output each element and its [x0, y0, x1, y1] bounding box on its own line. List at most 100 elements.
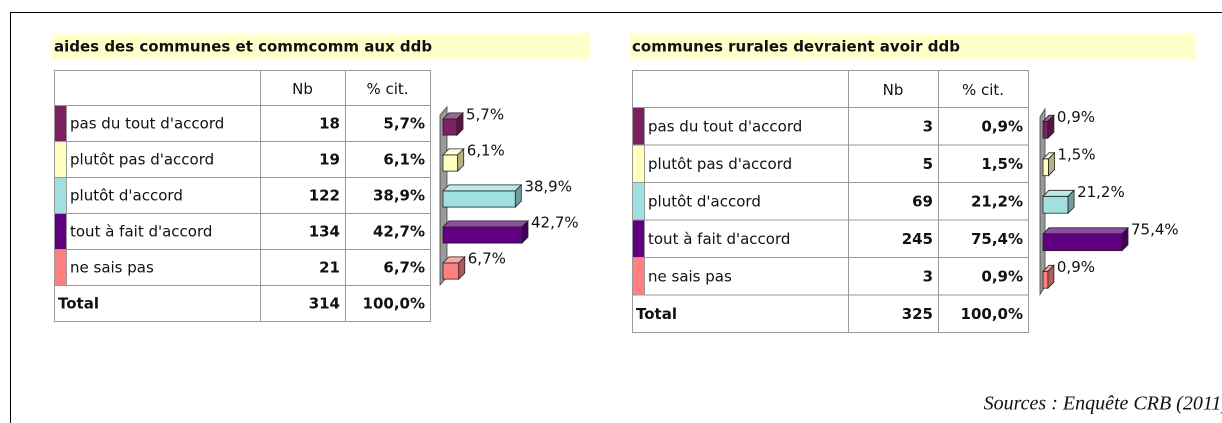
- bar-front: [442, 190, 516, 208]
- row-count: 3: [923, 117, 933, 135]
- row-count: 134: [309, 223, 340, 241]
- row-count: 21: [319, 259, 340, 277]
- bar-label: 6,7%: [468, 249, 506, 267]
- bar: [1042, 264, 1055, 290]
- total-label: Total: [58, 295, 99, 313]
- row-percent: 42,7%: [373, 223, 425, 241]
- bar-top: [442, 220, 529, 228]
- row-swatch: [55, 250, 66, 285]
- row-count: 245: [902, 230, 933, 248]
- column-header: % cit.: [366, 80, 408, 98]
- row-label: ne sais pas: [70, 259, 154, 277]
- row-label: tout à fait d'accord: [648, 230, 790, 248]
- bar-side: [1067, 189, 1075, 215]
- bar-label: 0,9%: [1057, 258, 1095, 276]
- row-count: 18: [319, 115, 340, 133]
- panel-title: communes rurales devraient avoir ddb: [632, 38, 960, 56]
- bar: [442, 147, 465, 173]
- bar: [1042, 226, 1129, 252]
- bar-front: [1042, 233, 1123, 252]
- row-label: plutôt pas d'accord: [648, 155, 792, 173]
- row-label: ne sais pas: [648, 267, 732, 285]
- row-percent: 6,1%: [383, 151, 425, 169]
- row-count: 122: [309, 187, 340, 205]
- bar-label: 21,2%: [1077, 183, 1125, 201]
- row-percent: 6,7%: [383, 259, 425, 277]
- source: Sources : Enquête CRB (2011): [984, 393, 1222, 415]
- row-percent: 1,5%: [981, 155, 1023, 173]
- table: [632, 70, 1029, 333]
- row-percent: 0,9%: [981, 267, 1023, 285]
- bar-side: [1047, 264, 1055, 290]
- bar-label: 38,9%: [524, 177, 572, 195]
- column-header: Nb: [883, 81, 904, 99]
- bar-side: [514, 183, 522, 209]
- bar-front: [442, 262, 460, 280]
- bar-front: [442, 154, 459, 172]
- bar-front: [1042, 120, 1049, 139]
- row-percent: 75,4%: [971, 230, 1023, 248]
- total-label: Total: [636, 305, 677, 323]
- bar-label: 1,5%: [1057, 145, 1095, 163]
- row-label: pas du tout d'accord: [648, 117, 802, 135]
- bar: [442, 111, 464, 137]
- bar-side: [456, 111, 464, 137]
- row-swatch: [55, 142, 66, 177]
- row-percent: 38,9%: [373, 187, 425, 205]
- total-count: 325: [902, 305, 933, 323]
- row-label: pas du tout d'accord: [70, 115, 224, 133]
- total-count: 314: [309, 295, 340, 313]
- row-count: 69: [912, 192, 933, 210]
- bar: [442, 219, 529, 245]
- row-percent: 0,9%: [981, 117, 1023, 135]
- row-swatch: [633, 145, 644, 182]
- bar-front: [1042, 270, 1049, 289]
- column-header: % cit.: [962, 81, 1004, 99]
- bar-top: [1042, 227, 1129, 235]
- bar-side: [521, 219, 529, 245]
- bar-label: 6,1%: [467, 141, 505, 159]
- bar-side: [1048, 151, 1055, 177]
- row-label: plutôt d'accord: [648, 192, 761, 210]
- bar-side: [1047, 114, 1055, 140]
- bar: [442, 183, 523, 209]
- bar: [442, 255, 466, 281]
- bar-front: [1042, 195, 1069, 214]
- bar: [1042, 189, 1076, 215]
- total-percent: 100,0%: [363, 295, 425, 313]
- bar-front: [442, 118, 458, 136]
- row-swatch: [633, 258, 644, 295]
- bar-label: 42,7%: [531, 213, 579, 231]
- row-swatch: [633, 183, 644, 220]
- row-label: tout à fait d'accord: [70, 223, 212, 241]
- row-count: 3: [923, 267, 933, 285]
- row-count: 5: [923, 155, 933, 173]
- column-header: Nb: [292, 80, 313, 98]
- row-swatch: [633, 220, 644, 257]
- bar: [1042, 114, 1055, 140]
- row-label: plutôt d'accord: [70, 187, 183, 205]
- row-label: plutôt pas d'accord: [70, 151, 214, 169]
- bar-top: [442, 184, 523, 192]
- bar-side: [457, 147, 465, 173]
- bar-side: [1121, 226, 1129, 252]
- bar-front: [1042, 158, 1049, 177]
- bar-label: 5,7%: [466, 105, 504, 123]
- bar: [1042, 151, 1056, 177]
- row-swatch: [55, 106, 66, 141]
- bar-label: 75,4%: [1131, 220, 1179, 238]
- bar-label: 0,9%: [1057, 108, 1095, 126]
- row-percent: 21,2%: [971, 192, 1023, 210]
- row-swatch: [55, 214, 66, 249]
- bar-side: [458, 255, 466, 281]
- bar-front: [442, 226, 523, 244]
- row-swatch: [633, 108, 644, 145]
- panel-title: aides des communes et commcomm aux ddb: [54, 38, 432, 56]
- table: [54, 70, 431, 322]
- row-percent: 5,7%: [383, 115, 425, 133]
- row-count: 19: [319, 151, 340, 169]
- total-percent: 100,0%: [961, 305, 1023, 323]
- title-bar: [52, 33, 590, 60]
